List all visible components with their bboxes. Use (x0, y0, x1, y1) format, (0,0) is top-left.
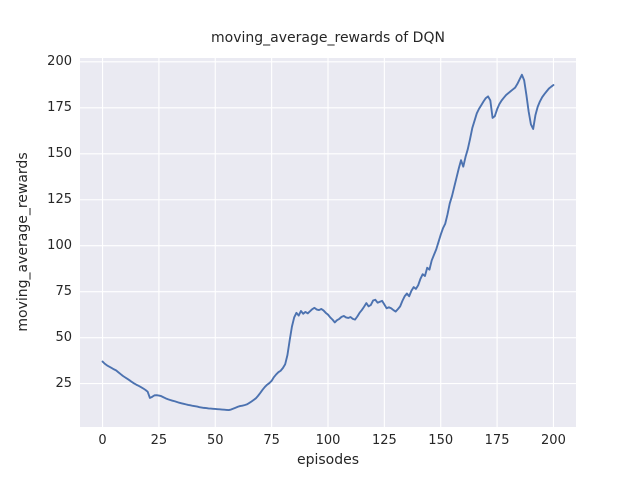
x-tick-label: 75 (263, 433, 280, 448)
x-tick-label: 100 (315, 433, 341, 448)
y-tick-label: 25 (55, 375, 72, 391)
y-tick-label: 150 (47, 145, 72, 161)
x-tick-label: 150 (428, 433, 454, 448)
x-tick-label: 125 (371, 433, 397, 448)
x-tick-label: 175 (484, 433, 510, 448)
plot-svg (80, 58, 576, 427)
x-tick-label: 50 (206, 433, 224, 448)
x-tick-label: 200 (541, 433, 566, 448)
y-tick-label: 75 (55, 283, 72, 299)
y-axis-label: moving_average_rewards (15, 152, 31, 332)
chart-title: moving_average_rewards of DQN (211, 30, 445, 46)
y-tick-label: 125 (47, 191, 72, 207)
y-tick-label: 50 (55, 329, 72, 345)
gridlines (80, 58, 576, 427)
y-tick-label: 200 (47, 53, 72, 69)
x-tick-label: 25 (150, 433, 168, 448)
plot-area (80, 58, 576, 427)
y-tick-label: 175 (47, 99, 72, 115)
x-tick-label: 0 (98, 433, 107, 448)
x-axis-label: episodes (296, 452, 360, 468)
dqn-line-series (101, 73, 555, 412)
y-tick-label: 100 (47, 237, 72, 253)
